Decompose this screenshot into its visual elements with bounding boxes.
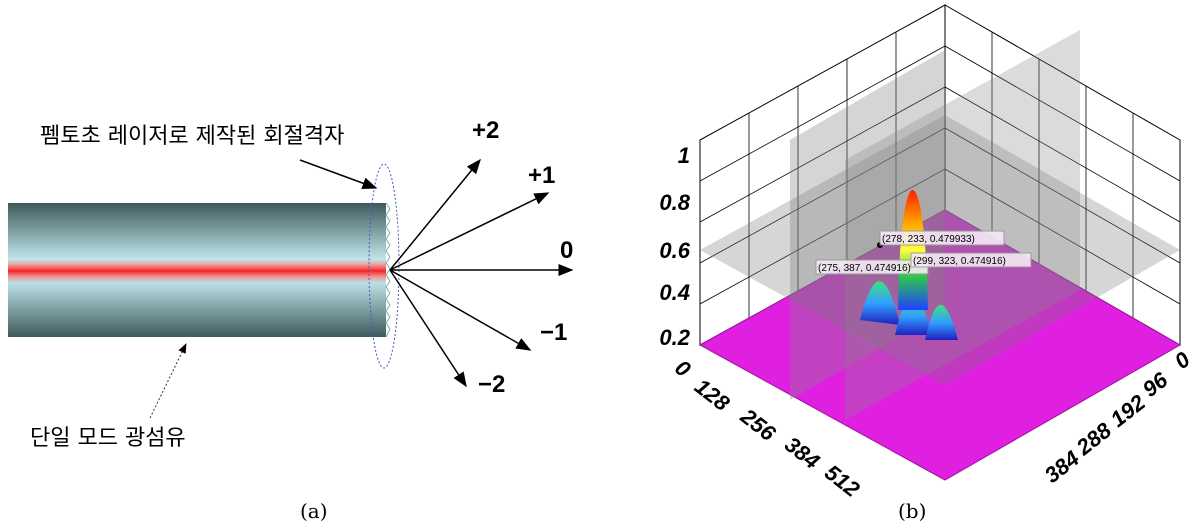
z-tick-label: 0.6: [659, 238, 690, 263]
x-tick-label: 384: [780, 432, 824, 474]
fiber-label: 단일 모드 광섬유: [30, 426, 186, 451]
caption: (a): [300, 499, 328, 523]
annotation: (278, 233, 0.479933): [882, 234, 975, 245]
y-tick-label: 192: [1106, 389, 1151, 432]
x-tick-label: 512: [820, 460, 865, 503]
pointer: [150, 344, 186, 418]
grating: [386, 203, 390, 337]
order-label: +2: [472, 117, 499, 144]
y-tick-label: 96: [1138, 367, 1173, 402]
figure: 펨토초 레이저로 제작된 회절격자 단일 모드 광섬유 +2 +1 0 −1 −…: [0, 0, 1200, 528]
z-tick-label: 1: [678, 143, 690, 168]
annotation: (299, 323, 0.474916): [913, 256, 1006, 267]
fiber-core: [8, 260, 386, 282]
annotation: (275, 387, 0.474916): [818, 263, 911, 274]
panel-b: (278, 233, 0.479933) (275, 387, 0.474916)…: [659, 5, 1195, 523]
x-tick-label: 256: [735, 403, 781, 446]
grating-label: 펨토초 레이저로 제작된 회절격자: [40, 124, 344, 149]
y-tick-label: 384: [1040, 446, 1084, 488]
x-tick-label: 0: [670, 355, 696, 383]
z-tick-label: 0.2: [659, 325, 690, 350]
x-tick-label: 128: [690, 374, 735, 417]
caption: (b): [898, 499, 926, 523]
order-label: +1: [528, 162, 555, 189]
order-label: 0: [560, 237, 573, 264]
order-label: −2: [478, 371, 505, 398]
y-tick-label: 0: [1170, 346, 1196, 374]
z-tick-label: 0.4: [659, 280, 690, 305]
y-tick-label: 288: [1071, 417, 1117, 460]
panel-a: 펨토초 레이저로 제작된 회절격자 단일 모드 광섬유 +2 +1 0 −1 −…: [8, 117, 573, 523]
z-tick-label: 0.8: [659, 190, 690, 215]
order-label: −1: [540, 319, 567, 346]
